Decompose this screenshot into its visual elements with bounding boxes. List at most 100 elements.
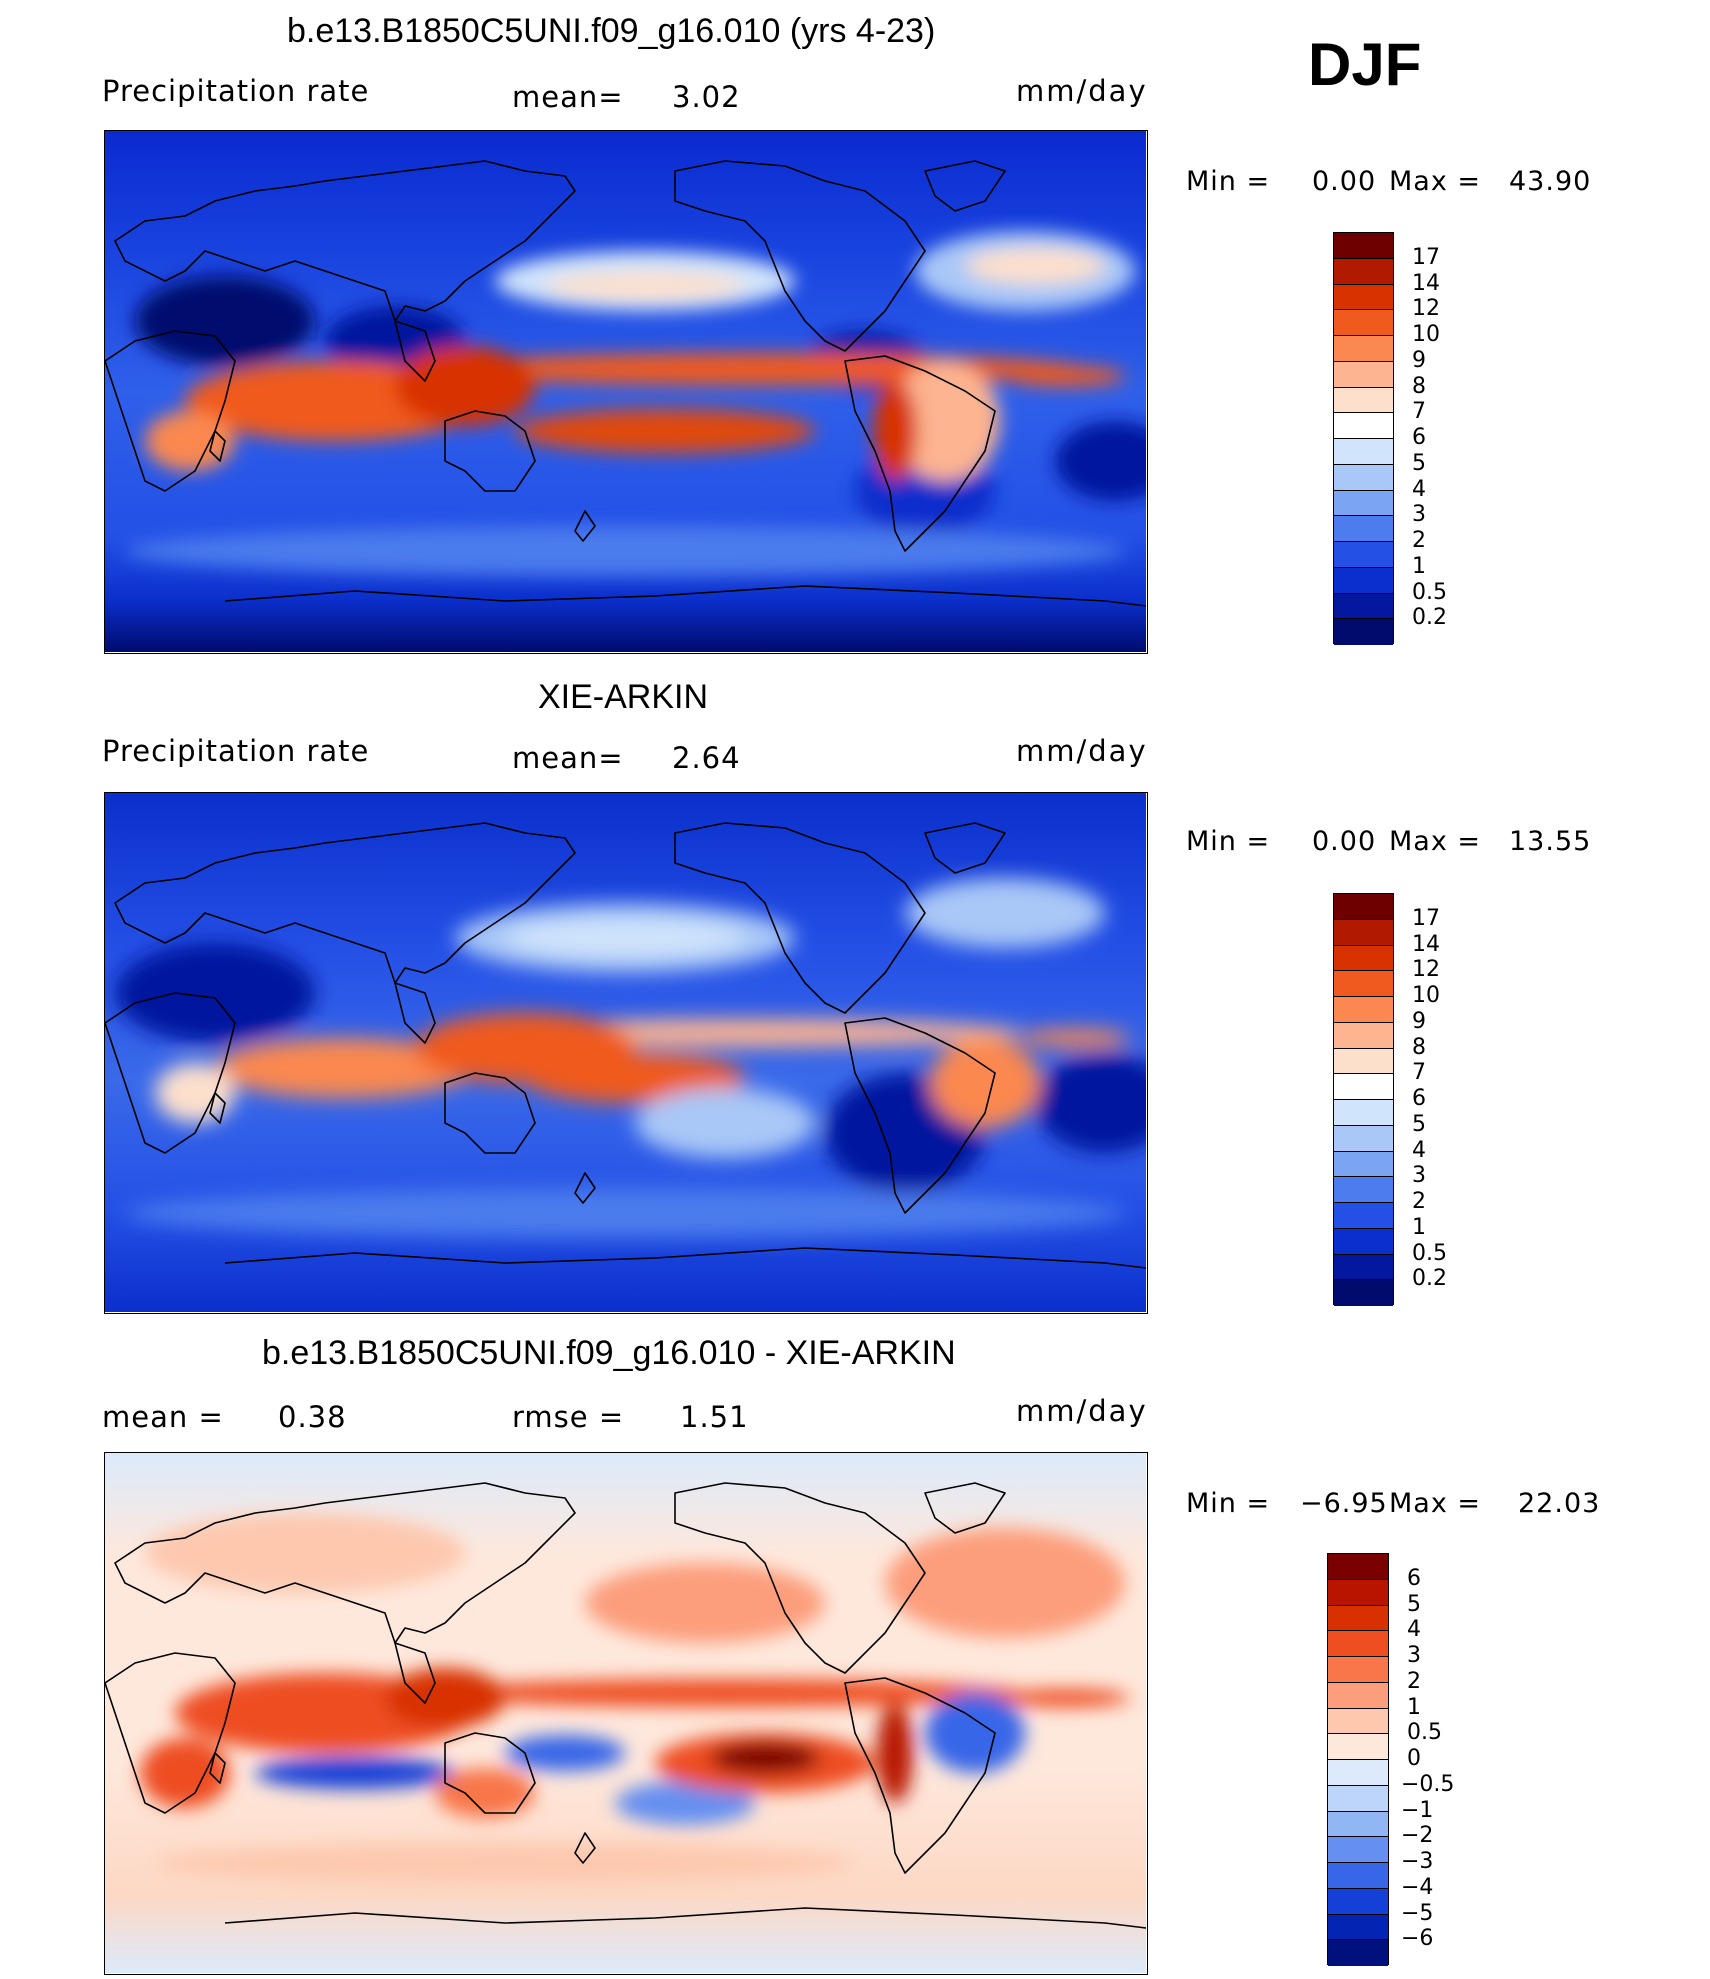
colorbar-tick-label: 9: [1412, 347, 1426, 373]
colorbar-swatch: [1334, 387, 1393, 414]
colorbar-swatch: [1334, 1203, 1393, 1229]
colorbar-tick-label: 4: [1412, 476, 1426, 502]
colorbar-tick-label: 17: [1412, 244, 1440, 270]
panel2-min-value: 0.00: [1312, 826, 1377, 857]
colorbar-swatch: [1334, 464, 1393, 491]
colorbar-swatch: [1334, 1074, 1393, 1100]
colorbar-swatch: [1328, 1785, 1388, 1812]
colorbar-swatch: [1334, 1280, 1393, 1306]
colorbar-tick-label: 6: [1412, 425, 1426, 450]
panel3-atl-positive: [1000, 1689, 1130, 1707]
colorbar-swatch: [1328, 1811, 1388, 1838]
colorbar-tick-label: 1: [1412, 553, 1426, 579]
colorbar-tick-label: 6: [1412, 1086, 1426, 1111]
colorbar-tick-label: −6: [1401, 1926, 1434, 1952]
colorbar-tick-label: 4: [1412, 1137, 1426, 1163]
panel1-max-label: Max =: [1389, 166, 1482, 197]
panel3-mean-value: 0.38: [278, 1400, 347, 1434]
panel2-spcz-tail: [635, 1088, 815, 1158]
panel3-max-label: Max =: [1389, 1488, 1482, 1519]
panel2-amazon-rain: [930, 1038, 1040, 1128]
colorbar-swatch: [1334, 945, 1393, 972]
panel3-min-value: −6.95: [1300, 1488, 1388, 1519]
panel2-npac-storm-core: [505, 920, 745, 956]
panel3-units: mm/day: [1016, 1394, 1148, 1428]
colorbar-swatch: [1334, 516, 1393, 542]
colorbar-tick-label: 3: [1412, 502, 1426, 528]
colorbar-tick-label: 2: [1412, 528, 1426, 553]
panel2-max-label: Max =: [1389, 826, 1482, 857]
colorbar-swatch: [1328, 1657, 1388, 1683]
colorbar-swatch: [1334, 284, 1393, 311]
colorbar-tick-label: 0.5: [1407, 1720, 1442, 1746]
colorbar-tick-label: 17: [1412, 905, 1440, 931]
colorbar-tick-label: 10: [1412, 983, 1440, 1008]
colorbar-tick-label: 5: [1412, 450, 1426, 476]
panel1-sam-rain: [890, 361, 1000, 481]
colorbar-swatch: [1334, 413, 1393, 439]
panel2-title: XIE-ARKIN: [538, 678, 709, 716]
panel2-colorbar: [1333, 893, 1394, 1306]
panel1-dry-sahara: [135, 276, 315, 366]
colorbar-swatch: [1328, 1682, 1388, 1709]
panel1-andes-rain: [873, 381, 917, 481]
panel2-mean-label: mean=: [512, 741, 624, 775]
panel3-africa-positive: [140, 1738, 230, 1808]
colorbar-tick-label: −4: [1401, 1874, 1434, 1900]
colorbar-swatch: [1334, 1048, 1393, 1075]
colorbar-tick-label: 8: [1412, 1034, 1426, 1060]
panel3-title: b.e13.B1850C5UNI.f09_g16.010 - XIE-ARKIN: [262, 1334, 956, 1372]
colorbar-swatch: [1334, 1177, 1393, 1203]
season-label: DJF: [1308, 31, 1422, 98]
colorbar-swatch: [1334, 1151, 1393, 1178]
panel1-itcz-atlantic: [1005, 366, 1125, 386]
panel2-coastlines: [105, 822, 1146, 1269]
colorbar-tick-label: 5: [1407, 1591, 1421, 1617]
panel2-spcz: [525, 1053, 745, 1103]
colorbar-tick-label: 0.5: [1412, 579, 1447, 605]
panel1-max-value: 43.90: [1509, 166, 1592, 197]
colorbar-swatch: [1334, 439, 1393, 465]
colorbar-swatch: [1334, 997, 1393, 1023]
colorbar-swatch: [1328, 1631, 1388, 1657]
panel3-spcz-core: [710, 1742, 820, 1774]
colorbar-tick-label: 0.2: [1412, 1266, 1447, 1292]
panel3-amazon-negative: [925, 1693, 1025, 1773]
colorbar-tick-label: 7: [1412, 399, 1426, 425]
panel3-eurasia-positive: [145, 1513, 465, 1593]
panel1-mean-value: 3.02: [672, 80, 741, 114]
colorbar-tick-label: 6: [1407, 1565, 1421, 1591]
panel1-npac-storm-core: [545, 272, 745, 300]
panel3-natl-positive: [885, 1528, 1125, 1638]
panel1-dry-seatlantic: [1055, 421, 1146, 501]
colorbar-tick-label: 10: [1412, 322, 1440, 347]
colorbar-swatch: [1334, 310, 1393, 336]
colorbar-swatch: [1334, 619, 1393, 645]
colorbar-swatch: [1334, 894, 1393, 920]
colorbar-swatch: [1328, 1940, 1388, 1966]
panel2-precip-map: [104, 792, 1148, 1314]
panel3-colorbar: [1327, 1553, 1389, 1966]
colorbar-tick-label: 14: [1412, 270, 1440, 296]
panel1-natl-storm-core: [965, 248, 1105, 284]
panel2-units: mm/day: [1016, 734, 1148, 768]
colorbar-swatch: [1328, 1734, 1388, 1760]
panel3-min-label: Min =: [1186, 1488, 1271, 1519]
panel3-maritime-positive: [385, 1668, 505, 1728]
colorbar-swatch: [1334, 542, 1393, 568]
colorbar-swatch: [1334, 919, 1393, 946]
colorbar-tick-label: 0.5: [1412, 1240, 1447, 1266]
colorbar-tick-label: −5: [1401, 1900, 1434, 1926]
panel3-max-value: 22.03: [1518, 1488, 1601, 1519]
panel3-spac-negative: [615, 1781, 755, 1825]
panel1-africa-rain: [145, 411, 235, 471]
panel3-southern-positive: [155, 1843, 855, 1883]
panel2-mean-value: 2.64: [672, 741, 741, 775]
panel2-natl-storm: [905, 878, 1105, 948]
panel1-min-label: Min =: [1186, 166, 1271, 197]
panel1-title: b.e13.B1850C5UNI.f09_g16.010 (yrs 4-23): [287, 12, 936, 50]
colorbar-swatch: [1328, 1579, 1388, 1606]
colorbar-tick-label: 8: [1412, 373, 1426, 399]
panel3-rmse-label: rmse =: [512, 1400, 625, 1434]
panel1-south-storm-track: [125, 526, 1125, 576]
